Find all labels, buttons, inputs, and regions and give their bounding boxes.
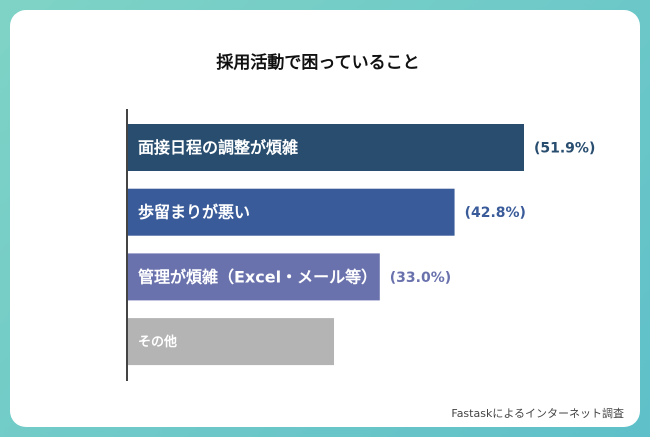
value-label: (51.9%) xyxy=(534,141,595,157)
source: Fastaskによるインターネット調査 xyxy=(451,406,624,420)
bar-category-label: その他 xyxy=(138,334,177,350)
bar xyxy=(128,124,524,171)
bar xyxy=(128,318,335,366)
chart-title: 採用活動で困っていること xyxy=(216,52,419,73)
bar xyxy=(128,188,455,236)
bar xyxy=(128,253,380,301)
value-label: (33.0%) xyxy=(390,270,451,286)
value-label: (42.8%) xyxy=(465,205,526,221)
bar-category-label: 管理が煩雑（Excel・メール等） xyxy=(138,267,377,286)
bar-category-label: 面接日程の調整が煩雑 xyxy=(138,138,298,157)
bar-category-label: 歩留まりが悪い xyxy=(138,203,250,222)
